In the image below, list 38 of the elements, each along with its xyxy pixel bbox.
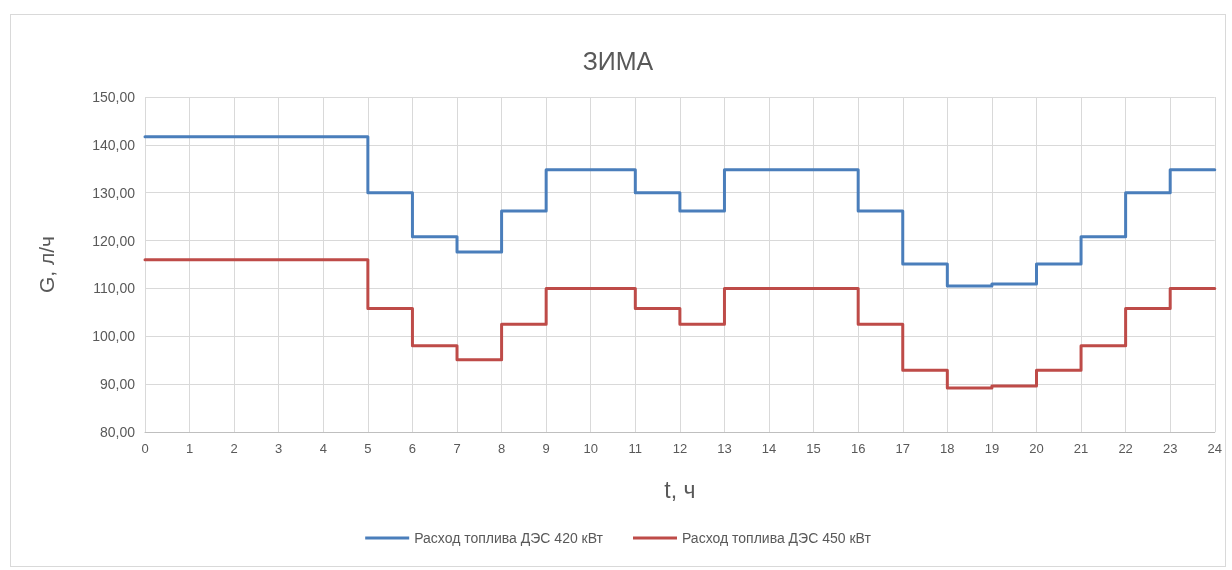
x-tick-label: 19 [984,441,1000,456]
x-axis-title: t, ч [664,476,696,503]
x-tick-label: 5 [364,441,372,456]
x-tick-label: 21 [1073,441,1089,456]
x-tick-label: 14 [761,441,777,456]
x-tick-label: 4 [319,441,327,456]
x-tick-label: 7 [453,441,461,456]
x-tick-label: 24 [1207,441,1222,456]
x-tick-label: 18 [940,441,955,456]
x-tick-label: 22 [1118,441,1133,456]
y-tick-label: 80,00 [99,424,136,440]
x-tick-label: 11 [628,441,643,456]
x-tick-label: 9 [542,441,550,456]
x-tick-label: 8 [497,441,506,456]
x-tick-label: 17 [895,441,910,456]
legend-label: Расход топлива ДЭС 450 кВт [682,530,872,546]
x-tick-label: 16 [850,441,866,456]
y-axis-title: G, л/ч [35,235,58,294]
x-tick-label: 13 [717,441,732,456]
x-tick-label: 15 [806,441,821,456]
x-tick-label: 1 [185,441,194,456]
y-tick-label: 150,00 [92,89,136,105]
x-tick-label: 20 [1029,441,1044,456]
y-tick-label: 120,00 [92,232,136,249]
x-tick-label: 2 [230,441,238,456]
y-tick-label: 140,00 [92,136,136,153]
legend-label: Расход топлива ДЭС 420 кВт [414,530,604,546]
x-tick-label: 3 [275,441,283,456]
y-tick-label: 100,00 [92,328,136,345]
x-tick-label: 10 [583,441,598,456]
y-tick-label: 90,00 [99,376,136,393]
x-tick-label: 0 [141,441,149,456]
x-tick-label: 6 [408,441,417,456]
y-tick-label: 130,00 [92,184,136,201]
x-tick-label: 12 [672,441,688,456]
x-tick-label: 23 [1162,441,1178,456]
chart-title: ЗИМА [582,46,654,75]
y-tick-label: 110,00 [93,280,136,297]
